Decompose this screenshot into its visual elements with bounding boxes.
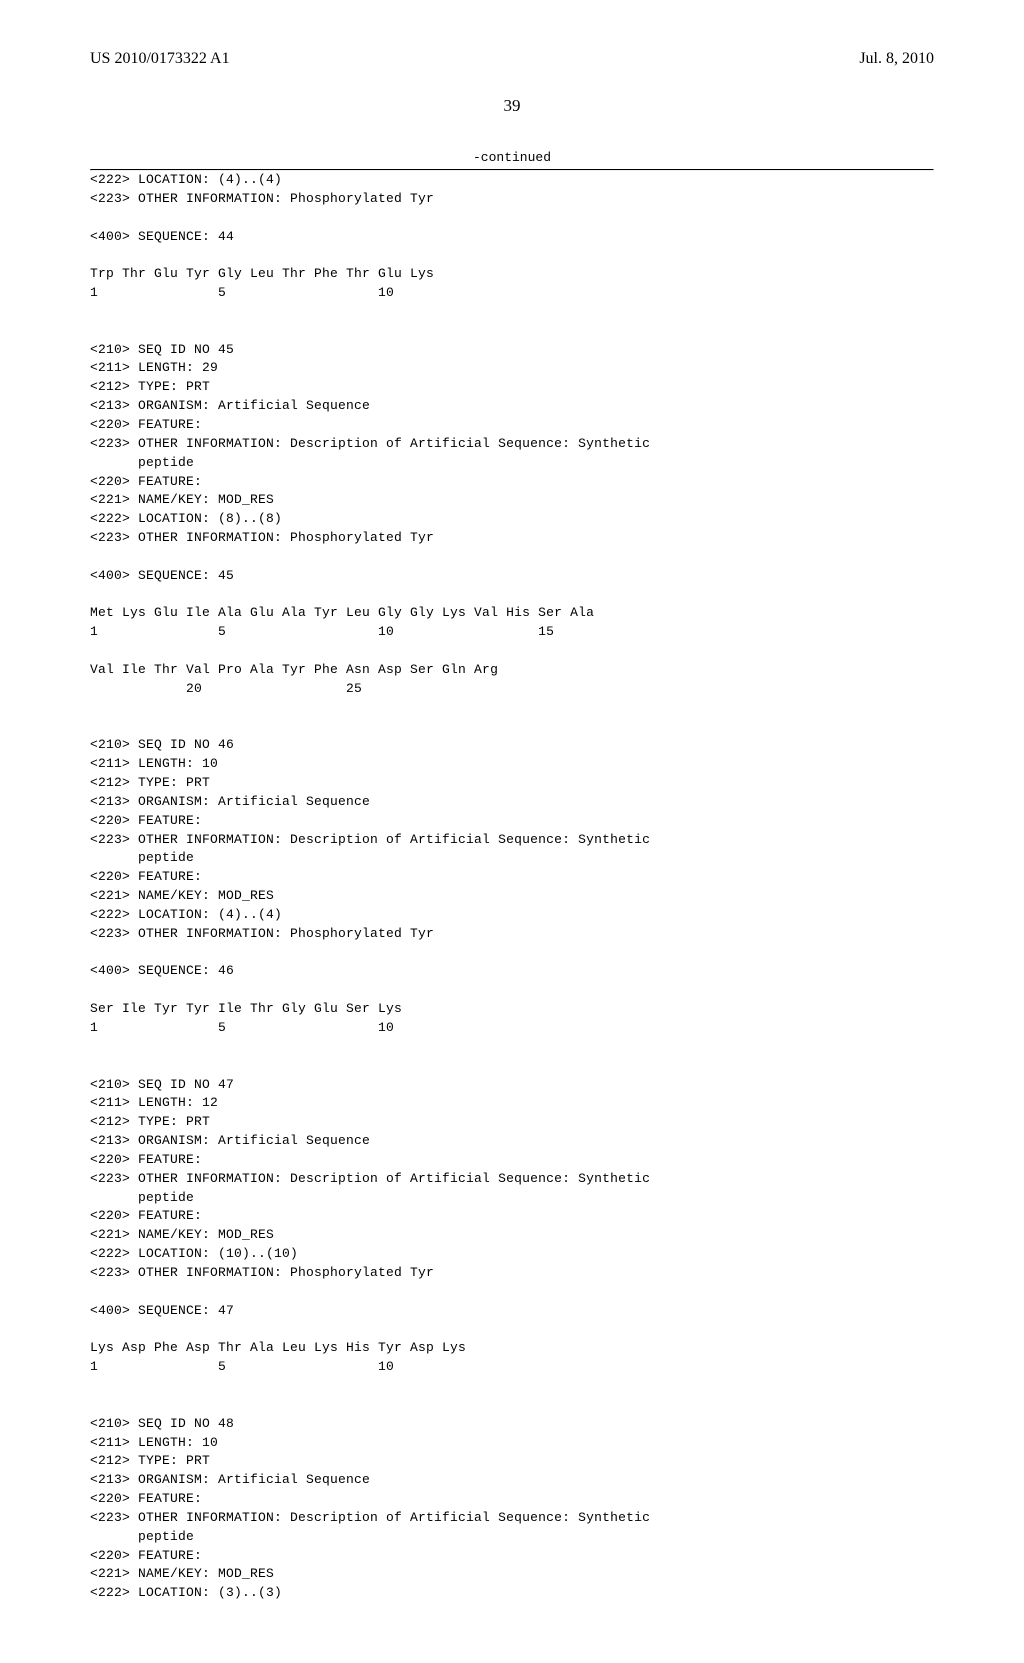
patent-page: US 2010/0173322 A1 Jul. 8, 2010 39 -cont… bbox=[0, 0, 1024, 1663]
page-header: US 2010/0173322 A1 Jul. 8, 2010 bbox=[90, 50, 934, 68]
continued-label: -continued bbox=[90, 150, 934, 165]
publication-id: US 2010/0173322 A1 bbox=[90, 50, 230, 68]
publication-date: Jul. 8, 2010 bbox=[859, 50, 934, 68]
page-number: 39 bbox=[90, 96, 934, 116]
sequence-listing: <222> LOCATION: (4)..(4) <223> OTHER INF… bbox=[90, 171, 934, 1603]
